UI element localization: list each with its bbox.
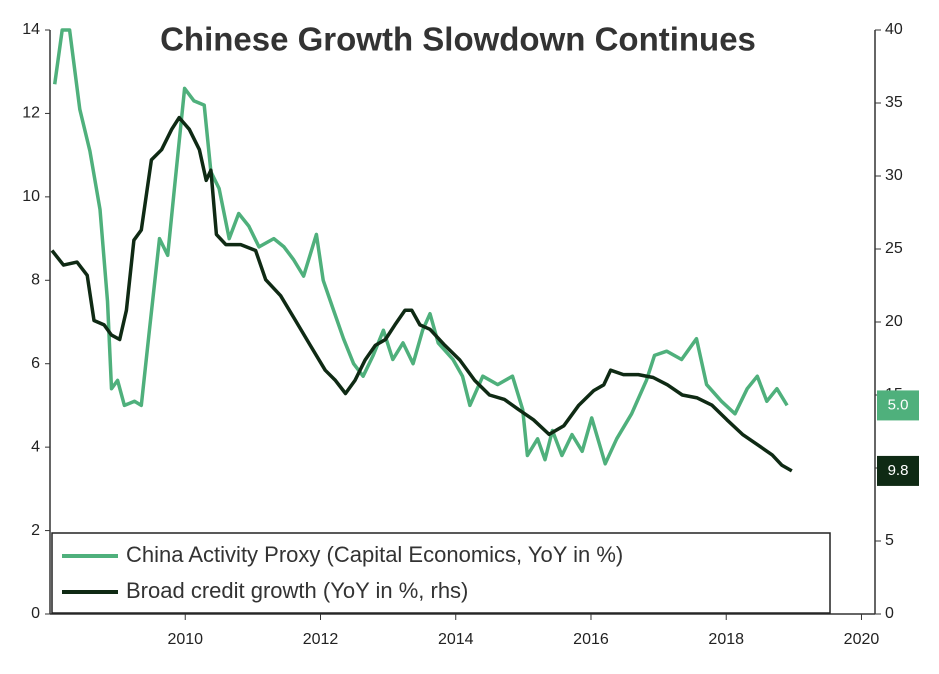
y-tick-label: 2 bbox=[31, 522, 40, 539]
x-tick-label: 2014 bbox=[438, 631, 474, 648]
y2-tick-label: 5 bbox=[885, 532, 894, 549]
y2-tick-label: 35 bbox=[885, 94, 903, 111]
y-tick-label: 10 bbox=[22, 188, 40, 205]
x-tick-label: 2016 bbox=[573, 631, 609, 648]
series-line bbox=[52, 28, 789, 466]
y2-tick-label: 0 bbox=[885, 605, 894, 622]
y-tick-label: 14 bbox=[22, 21, 40, 38]
legend-label: China Activity Proxy (Capital Economics,… bbox=[126, 542, 623, 567]
end-label-box bbox=[877, 455, 919, 486]
end-label-box bbox=[877, 390, 919, 421]
x-tick-label: 2020 bbox=[844, 631, 880, 648]
y2-tick-label: 25 bbox=[885, 240, 903, 257]
chart-title: Chinese Growth Slowdown Continues bbox=[160, 21, 756, 58]
y2-tick-label: 20 bbox=[885, 313, 903, 330]
x-tick-label: 2010 bbox=[167, 631, 203, 648]
end-label: 9.8 bbox=[888, 462, 909, 479]
y-tick-label: 0 bbox=[31, 605, 40, 622]
x-tick-label: 2012 bbox=[303, 631, 339, 648]
y2-tick-label: 40 bbox=[885, 21, 903, 38]
legend-label: Broad credit growth (YoY in %, rhs) bbox=[126, 578, 468, 603]
y-tick-label: 6 bbox=[31, 355, 40, 372]
y-tick-label: 4 bbox=[31, 438, 40, 455]
series-line bbox=[50, 115, 793, 473]
y2-tick-label: 30 bbox=[885, 167, 903, 184]
x-tick-label: 2018 bbox=[708, 631, 744, 648]
y-tick-label: 12 bbox=[22, 105, 40, 122]
legend-box bbox=[51, 532, 831, 614]
end-label: 5.0 bbox=[888, 396, 909, 413]
y-tick-label: 8 bbox=[31, 272, 40, 289]
